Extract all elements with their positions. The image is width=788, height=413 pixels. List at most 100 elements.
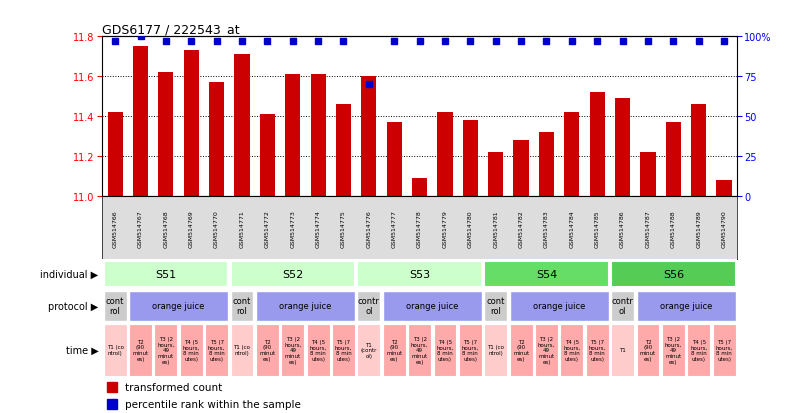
Text: T2
(90
minut
es): T2 (90 minut es) [132, 339, 149, 361]
Text: T3 (2
hours,
49
minut
es): T3 (2 hours, 49 minut es) [665, 336, 682, 364]
Text: T1 (co
ntrol): T1 (co ntrol) [106, 345, 124, 356]
Text: GSM514789: GSM514789 [697, 209, 701, 247]
FancyBboxPatch shape [408, 324, 431, 376]
FancyBboxPatch shape [129, 291, 228, 321]
Text: GSM514771: GSM514771 [240, 209, 244, 247]
FancyBboxPatch shape [104, 324, 127, 376]
Text: orange juice: orange juice [152, 301, 205, 311]
FancyBboxPatch shape [637, 291, 735, 321]
Bar [488, 153, 504, 197]
Text: GSM514778: GSM514778 [417, 209, 422, 247]
FancyBboxPatch shape [687, 324, 710, 376]
FancyBboxPatch shape [637, 324, 660, 376]
FancyBboxPatch shape [611, 324, 634, 376]
Text: GSM514783: GSM514783 [544, 209, 549, 247]
Text: orange juice: orange juice [279, 301, 332, 311]
Text: GSM514788: GSM514788 [671, 209, 676, 247]
Text: T2
(90
minut
es): T2 (90 minut es) [513, 339, 530, 361]
Bar [641, 153, 656, 197]
Bar [184, 51, 199, 197]
Text: GSM514770: GSM514770 [214, 209, 219, 247]
Text: T3 (2
hours,
49
minut
es): T3 (2 hours, 49 minut es) [411, 336, 428, 364]
FancyBboxPatch shape [560, 324, 583, 376]
Text: cont
rol: cont rol [232, 296, 251, 316]
Text: T4 (5
hours,
8 min
utes): T4 (5 hours, 8 min utes) [183, 339, 200, 361]
Bar [691, 105, 706, 197]
Text: time ▶: time ▶ [65, 345, 98, 355]
Text: T1 (co
ntrol): T1 (co ntrol) [233, 345, 251, 356]
Text: cont
rol: cont rol [106, 296, 125, 316]
Bar [387, 123, 402, 197]
Bar [234, 55, 250, 197]
Text: T4 (5
hours,
8 min
utes): T4 (5 hours, 8 min utes) [310, 339, 327, 361]
Text: cont
rol: cont rol [486, 296, 505, 316]
FancyBboxPatch shape [485, 261, 608, 288]
Text: GSM514774: GSM514774 [316, 209, 321, 247]
Text: GSM514773: GSM514773 [290, 209, 296, 247]
Text: T4 (5
hours,
8 min
utes): T4 (5 hours, 8 min utes) [690, 339, 708, 361]
Bar [133, 47, 148, 197]
FancyBboxPatch shape [332, 324, 355, 376]
FancyBboxPatch shape [383, 324, 406, 376]
FancyBboxPatch shape [129, 324, 152, 376]
Text: T5 (7
hours,
8 min
utes): T5 (7 hours, 8 min utes) [589, 339, 606, 361]
Text: T5 (7
hours,
8 min
utes): T5 (7 hours, 8 min utes) [335, 339, 352, 361]
FancyBboxPatch shape [104, 291, 127, 321]
FancyBboxPatch shape [611, 291, 634, 321]
Text: T2
(90
minut
es): T2 (90 minut es) [386, 339, 403, 361]
Text: contr
ol: contr ol [611, 296, 634, 316]
FancyBboxPatch shape [383, 291, 481, 321]
Text: orange juice: orange juice [660, 301, 712, 311]
FancyBboxPatch shape [154, 324, 177, 376]
Text: S52: S52 [282, 269, 303, 280]
Text: T4 (5
hours,
8 min
utes): T4 (5 hours, 8 min utes) [437, 339, 454, 361]
Bar [107, 113, 123, 197]
Text: GSM514786: GSM514786 [620, 209, 625, 247]
Text: GSM514768: GSM514768 [163, 209, 169, 247]
Text: T1 (co
ntrol): T1 (co ntrol) [487, 345, 504, 356]
Text: transformed count: transformed count [125, 382, 222, 392]
FancyBboxPatch shape [535, 324, 558, 376]
Text: GSM514766: GSM514766 [113, 209, 117, 247]
Bar [514, 141, 529, 197]
Text: GDS6177 / 222543_at: GDS6177 / 222543_at [102, 23, 240, 36]
Text: GSM514767: GSM514767 [138, 209, 143, 247]
Text: GSM514777: GSM514777 [392, 209, 396, 247]
Bar [539, 133, 554, 197]
FancyBboxPatch shape [104, 261, 228, 288]
FancyBboxPatch shape [307, 324, 329, 376]
Text: GSM514787: GSM514787 [645, 209, 650, 247]
Text: GSM514779: GSM514779 [443, 209, 448, 247]
Bar [589, 93, 605, 197]
Text: S56: S56 [663, 269, 684, 280]
Text: GSM514780: GSM514780 [468, 209, 473, 247]
Text: T5 (7
hours,
8 min
utes): T5 (7 hours, 8 min utes) [716, 339, 733, 361]
Text: T5 (7
hours,
8 min
utes): T5 (7 hours, 8 min utes) [208, 339, 225, 361]
FancyBboxPatch shape [485, 291, 507, 321]
FancyBboxPatch shape [712, 324, 735, 376]
FancyBboxPatch shape [231, 324, 254, 376]
FancyBboxPatch shape [611, 261, 735, 288]
Text: GSM514790: GSM514790 [722, 209, 727, 247]
Bar [336, 105, 351, 197]
FancyBboxPatch shape [205, 324, 228, 376]
FancyBboxPatch shape [662, 324, 685, 376]
Text: GSM514782: GSM514782 [519, 209, 523, 247]
FancyBboxPatch shape [485, 324, 507, 376]
Text: protocol ▶: protocol ▶ [48, 301, 98, 311]
Text: T2
(90
minut
es): T2 (90 minut es) [640, 339, 656, 361]
FancyBboxPatch shape [281, 324, 304, 376]
Text: T4 (5
hours,
8 min
utes): T4 (5 hours, 8 min utes) [563, 339, 581, 361]
Bar [666, 123, 681, 197]
Text: contr
ol: contr ol [358, 296, 380, 316]
Text: GSM514775: GSM514775 [341, 209, 346, 247]
Bar [463, 121, 478, 197]
FancyBboxPatch shape [231, 291, 254, 321]
Text: individual ▶: individual ▶ [40, 269, 98, 280]
FancyBboxPatch shape [585, 324, 608, 376]
FancyBboxPatch shape [358, 291, 381, 321]
Bar [716, 181, 732, 197]
Text: T1: T1 [619, 348, 626, 353]
Bar [285, 75, 300, 197]
Bar [310, 75, 325, 197]
